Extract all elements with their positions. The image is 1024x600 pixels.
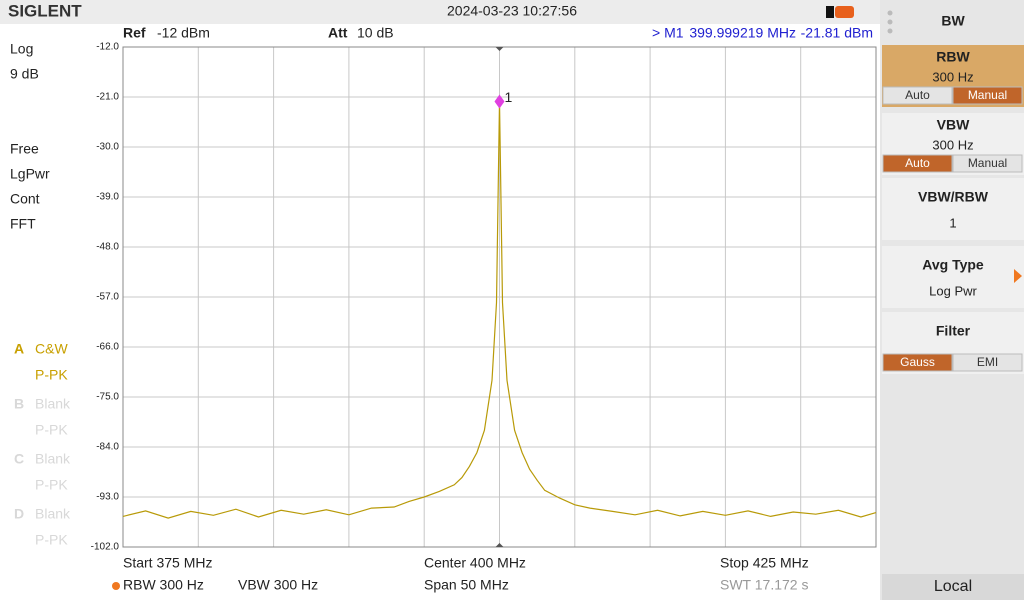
y-tick-label: -48.0 <box>96 242 119 253</box>
trace-detector: P-PK <box>35 477 68 493</box>
trace-id: D <box>14 506 24 522</box>
trace-type: Blank <box>35 506 71 522</box>
y-tick-label: -75.0 <box>96 392 119 403</box>
y-tick-label: -66.0 <box>96 342 119 353</box>
top-bar <box>0 0 880 24</box>
menu-item[interactable] <box>882 178 1024 240</box>
center-tick <box>495 47 504 51</box>
usb-icon <box>826 6 834 18</box>
y-tick-label: -30.0 <box>96 142 119 153</box>
trace-type: Blank <box>35 451 71 467</box>
y-tick-label: -93.0 <box>96 492 119 503</box>
option-button[interactable] <box>952 154 1023 173</box>
marker-freq: 399.999219 MHz <box>689 25 796 41</box>
option-label[interactable]: Auto <box>905 88 930 102</box>
marker <box>494 94 505 109</box>
menu-item-value[interactable]: 300 Hz <box>932 69 973 84</box>
menu-item-value[interactable]: 1 <box>949 215 956 230</box>
local-button[interactable] <box>882 574 1024 600</box>
menu-item-name[interactable]: RBW <box>936 49 970 65</box>
y-tick-label: -12.0 <box>96 42 119 53</box>
center-freq: Center 400 MHz <box>424 555 526 571</box>
scale-div: 9 dB <box>10 66 39 82</box>
trace-type: C&W <box>35 341 68 357</box>
marker-level: -21.81 dBm <box>801 25 873 41</box>
att-value: 10 dB <box>357 25 394 41</box>
option-button[interactable] <box>882 154 953 173</box>
menu-item-name[interactable]: VBW <box>937 117 970 133</box>
option-label[interactable]: Manual <box>968 88 1007 102</box>
option-label[interactable]: Gauss <box>900 355 935 369</box>
scale-type: Log <box>10 41 33 57</box>
stop-freq: Stop 425 MHz <box>720 555 809 571</box>
start-freq: Start 375 MHz <box>123 555 212 571</box>
menu-item-name[interactable]: Avg Type <box>922 257 984 273</box>
option-button[interactable] <box>952 86 1023 105</box>
y-tick-label: -102.0 <box>91 542 120 553</box>
swt: SWT 17.172 s <box>720 577 808 593</box>
datetime: 2024-03-23 10:27:56 <box>447 3 577 19</box>
ref-value: -12 dBm <box>157 25 210 41</box>
option-label[interactable]: EMI <box>977 355 998 369</box>
span: Span 50 MHz <box>424 577 509 593</box>
option-button[interactable] <box>882 353 953 372</box>
option-label[interactable]: Manual <box>968 156 1007 170</box>
trace-detector: P-PK <box>35 532 68 548</box>
trace-id: B <box>14 396 24 412</box>
menu-dot <box>887 28 893 34</box>
menu-title: BW <box>941 13 965 29</box>
menu-item-name[interactable]: Filter <box>936 323 971 339</box>
trace-detector: P-PK <box>35 422 68 438</box>
submenu-arrow <box>1014 269 1022 283</box>
mode: Free <box>10 141 39 157</box>
menu-dot <box>887 10 893 16</box>
mode: LgPwr <box>10 166 50 182</box>
rbw: RBW 300 Hz <box>123 577 204 593</box>
option-button[interactable] <box>882 86 953 105</box>
option-button[interactable] <box>952 353 1023 372</box>
ref-label: Ref <box>123 25 146 41</box>
y-tick-label: -84.0 <box>96 442 119 453</box>
option-label[interactable]: Auto <box>905 156 930 170</box>
menu-item-value[interactable]: 300 Hz <box>932 137 973 152</box>
y-tick-label: -39.0 <box>96 192 119 203</box>
center-tick <box>495 543 504 547</box>
usb-icon-bg <box>835 6 854 18</box>
menu-item-name[interactable]: VBW/RBW <box>918 189 989 205</box>
trace-detector: P-PK <box>35 367 68 383</box>
rbw-indicator <box>112 582 120 590</box>
brand: SIGLENT <box>8 1 82 20</box>
local-label[interactable]: Local <box>934 578 972 595</box>
trace-id: C <box>14 451 24 467</box>
y-tick-label: -57.0 <box>96 292 119 303</box>
menu-dot <box>887 19 893 25</box>
mode: FFT <box>10 216 36 232</box>
marker-label: 1 <box>504 89 512 105</box>
att-label: Att <box>328 25 348 41</box>
y-tick-label: -21.0 <box>96 92 119 103</box>
marker-name: > M1 <box>652 25 684 41</box>
mode: Cont <box>10 191 40 207</box>
trace-id: A <box>14 341 24 357</box>
trace-type: Blank <box>35 396 71 412</box>
vbw: VBW 300 Hz <box>238 577 318 593</box>
menu-item-value[interactable]: Log Pwr <box>929 283 977 298</box>
menu-item[interactable] <box>882 246 1024 308</box>
